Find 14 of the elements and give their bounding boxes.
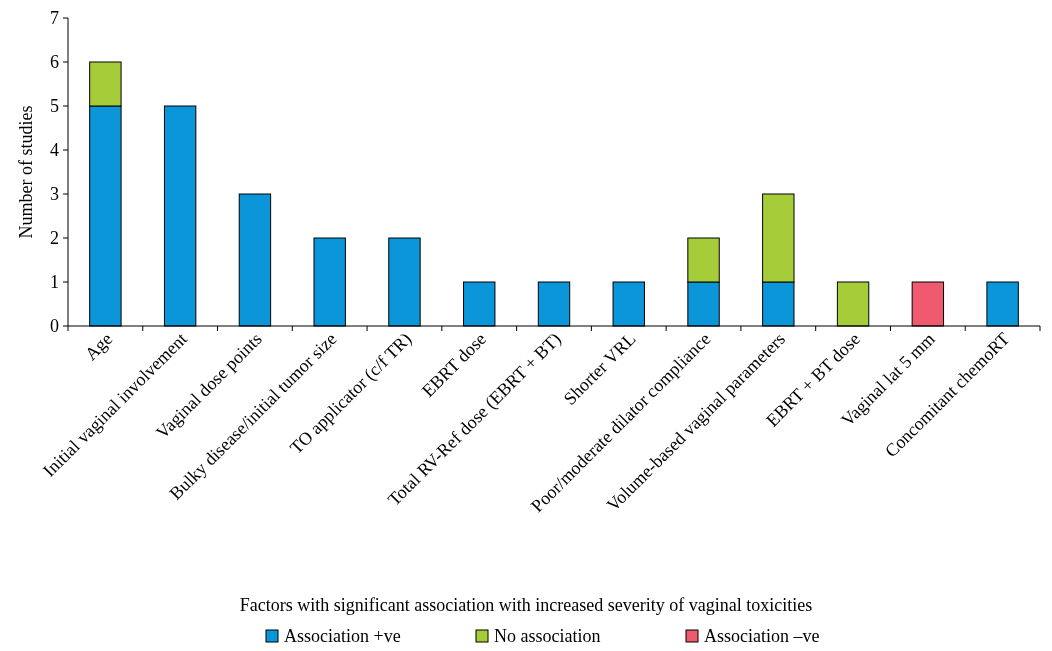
x-tick-label: Age — [80, 328, 117, 365]
legend-label: Association +ve — [284, 626, 401, 647]
legend-label: No association — [494, 626, 601, 647]
x-axis-title: Factors with significant association with increased severity of vaginal toxicities — [239, 595, 813, 615]
y-tick-label: 6 — [50, 52, 59, 73]
y-tick-label: 4 — [50, 140, 59, 161]
y-tick-label: 5 — [50, 96, 59, 117]
y-tick-label: 2 — [50, 228, 59, 249]
y-tick-label: 0 — [50, 316, 59, 337]
y-tick-label: 1 — [50, 272, 59, 293]
y-tick-label: 7 — [50, 8, 59, 29]
y-tick-label: 3 — [50, 184, 59, 205]
legend-label: Association –ve — [704, 626, 820, 647]
y-axis-title: Number of studies — [16, 105, 36, 239]
